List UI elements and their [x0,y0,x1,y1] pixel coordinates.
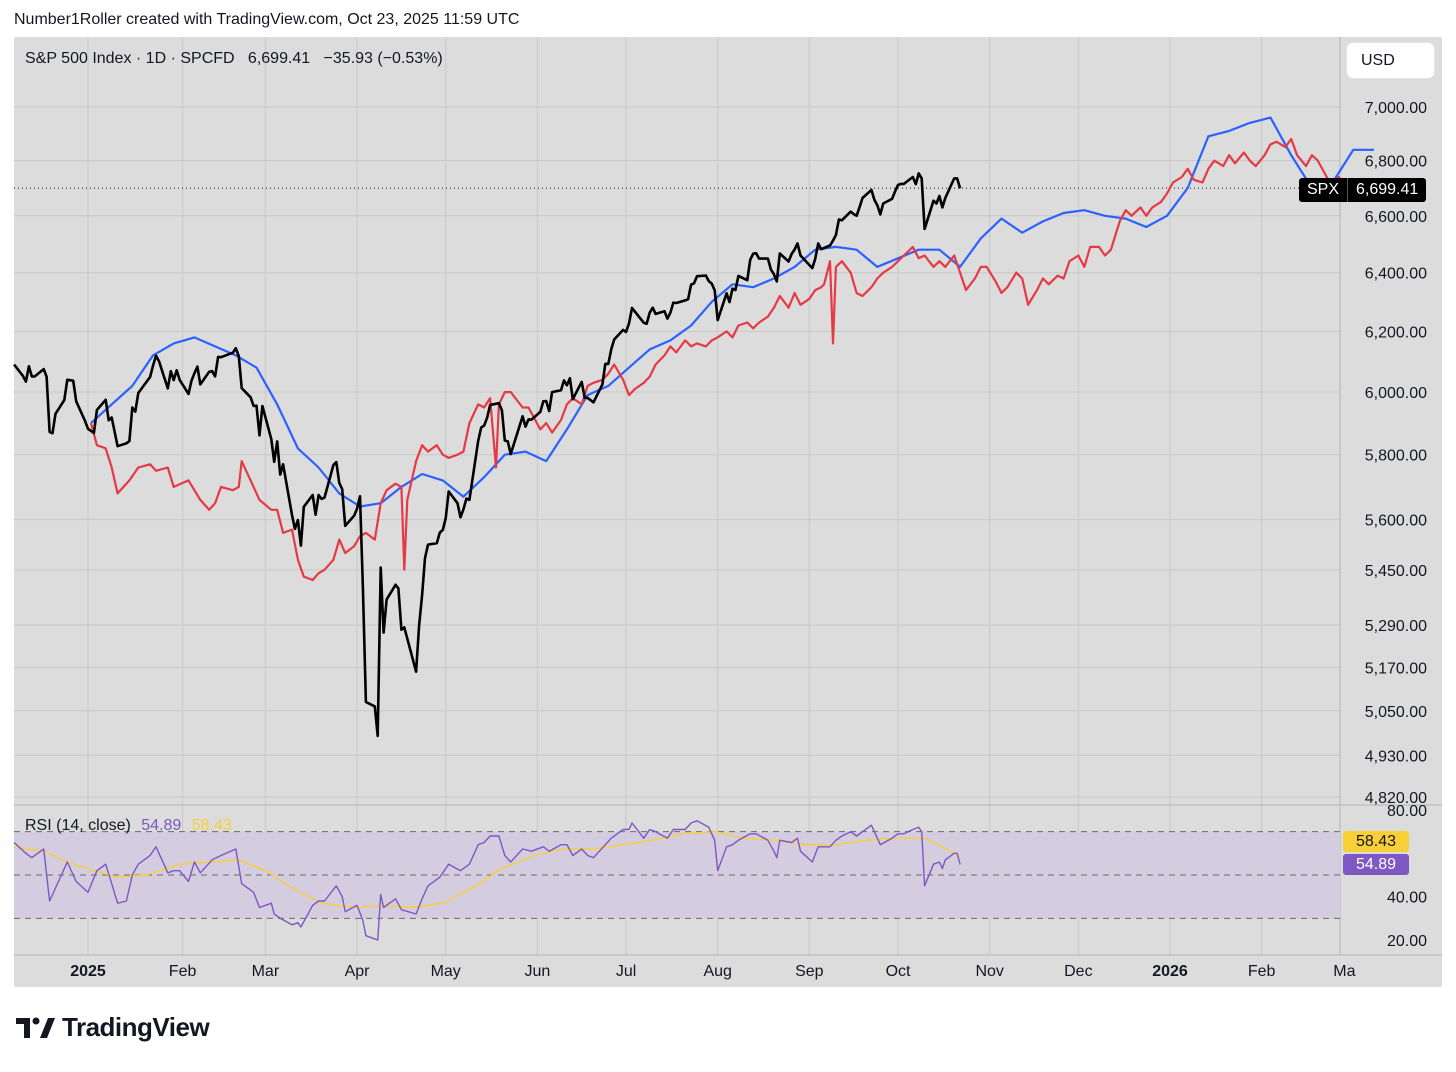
rsi-tick-label: 20.00 [1387,933,1427,950]
y-tick-label: 5,600.00 [1365,513,1427,530]
y-tick-label: 5,450.00 [1365,563,1427,580]
tradingview-logo: TradingView [16,1012,210,1043]
x-tick-label: Feb [1248,963,1276,980]
x-tick-label: Oct [886,963,911,980]
symbol-name: S&P 500 Index · 1D · SPCFD [25,50,235,67]
tv-logo-text: TradingView [62,1012,210,1042]
rsi-ma-tag: 58.43 [1343,831,1409,852]
series-lines [13,116,1374,941]
overlay-line-blue [90,116,1374,508]
currency-button[interactable]: USD [1347,43,1434,78]
x-tick-label: May [431,963,461,980]
y-tick-label: 5,800.00 [1365,448,1427,465]
x-tick-label: Aug [703,963,731,980]
x-tick-label: Sep [795,963,824,980]
overlay-line-red [89,137,1346,582]
price-line-spx [13,172,962,738]
x-tick-label: Apr [345,963,371,980]
x-tick-label: Jul [616,963,636,980]
rsi-label: RSI (14, close) [25,817,131,834]
rsi-value-tag: 54.89 [1343,854,1409,875]
x-tick-label: Ma [1333,963,1355,980]
x-tick-label: Feb [169,963,197,980]
x-tick-label: Nov [975,963,1003,980]
y-tick-label: 6,200.00 [1365,324,1427,341]
y-tick-label: 5,170.00 [1365,660,1427,677]
y-tick-label: 4,820.00 [1365,790,1427,807]
rsi-line [13,820,961,941]
axis-labels: 2025 Feb Mar Apr May Jun Jul Aug Sep Oct Nov Dec 202… [70,100,1427,980]
rsi-value: 54.89 [141,817,182,834]
y-tick-label: 6,600.00 [1365,209,1427,226]
rsi-ma-line [13,831,961,909]
symbol-legend: S&P 500 Index · 1D · SPCFD 6,699.41 −35.… [25,50,443,68]
rsi-tick-label: 80.00 [1387,803,1427,820]
y-tick-label: 5,290.00 [1365,618,1427,635]
x-tick-label: Jun [524,963,550,980]
chart-area[interactable] [14,37,1442,987]
y-tick-label: 6,400.00 [1365,266,1427,283]
y-tick-label: 6,000.00 [1365,385,1427,402]
x-tick-label: 2026 [1152,963,1188,980]
y-tick-label: 4,930.00 [1365,748,1427,765]
y-tick-label: 6,800.00 [1365,154,1427,171]
x-tick-label: Dec [1064,963,1092,980]
x-tick-label: 2025 [70,963,106,980]
last-price-tag: SPX 6,699.41 [1299,178,1427,202]
tv-logo-icon [16,1017,55,1038]
rsi-ma-value: 58.43 [191,817,232,834]
rsi-band [14,831,1340,919]
grid-lines [14,37,1442,956]
last-price: 6,699.41 [247,50,311,67]
y-tick-label: 5,050.00 [1365,704,1427,721]
price-change: −35.93 (−0.53%) [323,50,443,67]
chart-attribution: Number1Roller created with TradingView.c… [14,11,520,28]
price-tag-value: 6,699.41 [1348,178,1427,202]
x-tick-label: Mar [252,963,280,980]
rsi-legend: RSI (14, close) 54.89 58.43 [25,817,232,835]
rsi-tick-label: 40.00 [1387,890,1427,907]
price-tag-symbol: SPX [1299,178,1349,202]
y-tick-label: 7,000.00 [1365,100,1427,117]
